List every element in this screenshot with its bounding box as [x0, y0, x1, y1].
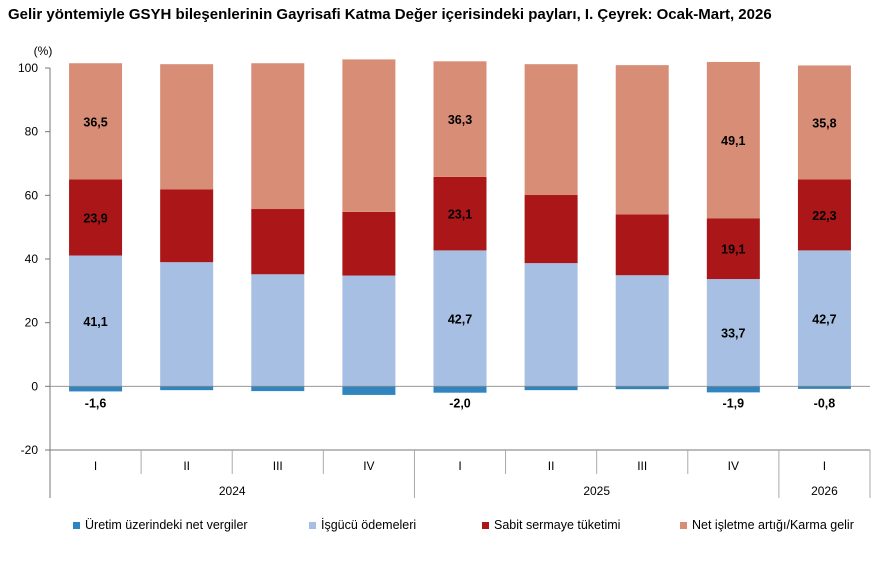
bar-segment-compensation: [706, 279, 760, 387]
x-tick-label: IV: [363, 459, 374, 473]
bar-data-label: -2,0: [449, 396, 471, 410]
bar-segment-fixed_capital: [69, 179, 123, 256]
y-axis-unit-label: (%): [34, 44, 53, 58]
bar-segment-operating_surplus: [160, 64, 214, 190]
bar-segment-compensation: [69, 255, 123, 387]
x-tick-label: II: [548, 459, 555, 473]
y-tick-label: 0: [31, 379, 38, 393]
y-tick-label: 60: [25, 188, 39, 202]
bar-data-label: 19,1: [721, 243, 745, 257]
x-tick-label: I: [458, 459, 461, 473]
legend-label-compensation: İşgücü ödemeleri: [321, 518, 417, 532]
bar-segment-net_taxes: [615, 386, 669, 390]
bar-segment-fixed_capital: [433, 176, 487, 251]
legend-item-operating-surplus: Net işletme artığı/Karma gelir: [680, 518, 854, 532]
legend-label-fixed-capital: Sabit sermaye tüketimi: [494, 518, 621, 532]
bar-data-label: 23,1: [448, 208, 472, 222]
legend-swatch-fixed-capital: [482, 521, 489, 529]
x-tick-label: III: [273, 459, 283, 473]
y-tick-label: 40: [25, 252, 39, 266]
bar-data-label: -0,8: [814, 396, 836, 410]
bar-data-label: 35,8: [812, 116, 836, 130]
bar-segment-operating_surplus: [615, 65, 669, 215]
bar-segment-net_taxes: [160, 386, 214, 391]
x-tick-label: I: [94, 459, 97, 473]
bar-segment-net_taxes: [797, 386, 851, 389]
y-tick-label: 80: [25, 125, 39, 139]
legend-label-operating-surplus: Net işletme artığı/Karma gelir: [692, 518, 854, 532]
bar-segment-net_taxes: [524, 386, 578, 391]
bar-data-label: 33,7: [721, 327, 745, 341]
bar-segment-fixed_capital: [615, 214, 669, 276]
bar-segment-fixed_capital: [797, 179, 851, 251]
x-year-label: 2025: [583, 484, 610, 498]
bar-segment-fixed_capital: [524, 195, 578, 264]
bar-data-label: 36,3: [448, 113, 472, 127]
legend-swatch-compensation: [309, 521, 316, 529]
bar-data-label: 42,7: [448, 312, 472, 326]
bar-segment-compensation: [433, 250, 487, 387]
bar-segment-net_taxes: [433, 386, 487, 393]
legend-label-net-taxes: Üretim üzerindeki net vergiler: [85, 518, 248, 532]
stacked-bar-chart: (%) -20 0 20 40 60 80 100 -1,6 41,1 23,9 36,5 -2,0 42…: [18, 44, 871, 498]
x-year-label: 2026: [811, 484, 838, 498]
bar-data-label: 22,3: [812, 209, 836, 223]
bar-segment-operating_surplus: [524, 64, 578, 196]
chart-title: Gelir yöntemiyle GSYH bileşenlerinin Gay…: [8, 6, 772, 23]
x-tick-label: II: [183, 459, 190, 473]
bar-segment-operating_surplus: [797, 65, 851, 180]
chart-legend: Üretim üzerindeki net vergiler İşgücü öd…: [0, 518, 887, 542]
legend-item-compensation: İşgücü ödemeleri: [309, 518, 416, 532]
bar-data-label: 23,9: [83, 211, 107, 225]
bar-segment-compensation: [342, 275, 396, 387]
bar-segment-operating_surplus: [69, 63, 123, 180]
bar-segment-operating_surplus: [251, 63, 305, 210]
bar-segment-operating_surplus: [342, 59, 396, 212]
bar-segment-fixed_capital: [160, 189, 214, 263]
bar-segment-operating_surplus: [706, 61, 760, 219]
bar-data-label: 42,7: [812, 312, 836, 326]
x-tick-label: IV: [728, 459, 739, 473]
bar-segment-compensation: [160, 262, 214, 387]
bar-segment-compensation: [615, 275, 669, 387]
legend-item-net-taxes: Üretim üzerindeki net vergiler: [73, 518, 248, 532]
y-tick-label: 20: [25, 316, 39, 330]
bar-data-label: -1,6: [85, 396, 107, 410]
bar-segment-operating_surplus: [433, 61, 487, 177]
bar-segment-compensation: [524, 263, 578, 387]
bar-segment-fixed_capital: [342, 211, 396, 276]
bar-data-label: -1,9: [723, 396, 745, 410]
bar-segment-compensation: [797, 250, 851, 387]
y-tick-label: 100: [18, 61, 38, 75]
legend-swatch-net-taxes: [73, 521, 80, 529]
bar-segment-fixed_capital: [706, 218, 760, 280]
x-year-label: 2024: [219, 484, 246, 498]
bar-segment-net_taxes: [342, 386, 396, 395]
x-tick-label: III: [637, 459, 647, 473]
legend-swatch-operating-surplus: [680, 521, 687, 529]
bar-segment-net_taxes: [69, 386, 123, 392]
bar-data-label: 36,5: [83, 115, 107, 129]
bar-segment-fixed_capital: [251, 209, 305, 275]
y-tick-label: -20: [21, 443, 39, 457]
bar-segment-net_taxes: [706, 386, 760, 393]
legend-item-fixed-capital: Sabit sermaye tüketimi: [482, 518, 620, 532]
x-tick-label: I: [823, 459, 826, 473]
bar-segment-compensation: [251, 274, 305, 387]
bar-data-label: 41,1: [83, 315, 107, 329]
bar-segment-net_taxes: [251, 386, 305, 392]
bar-data-label: 49,1: [721, 134, 745, 148]
